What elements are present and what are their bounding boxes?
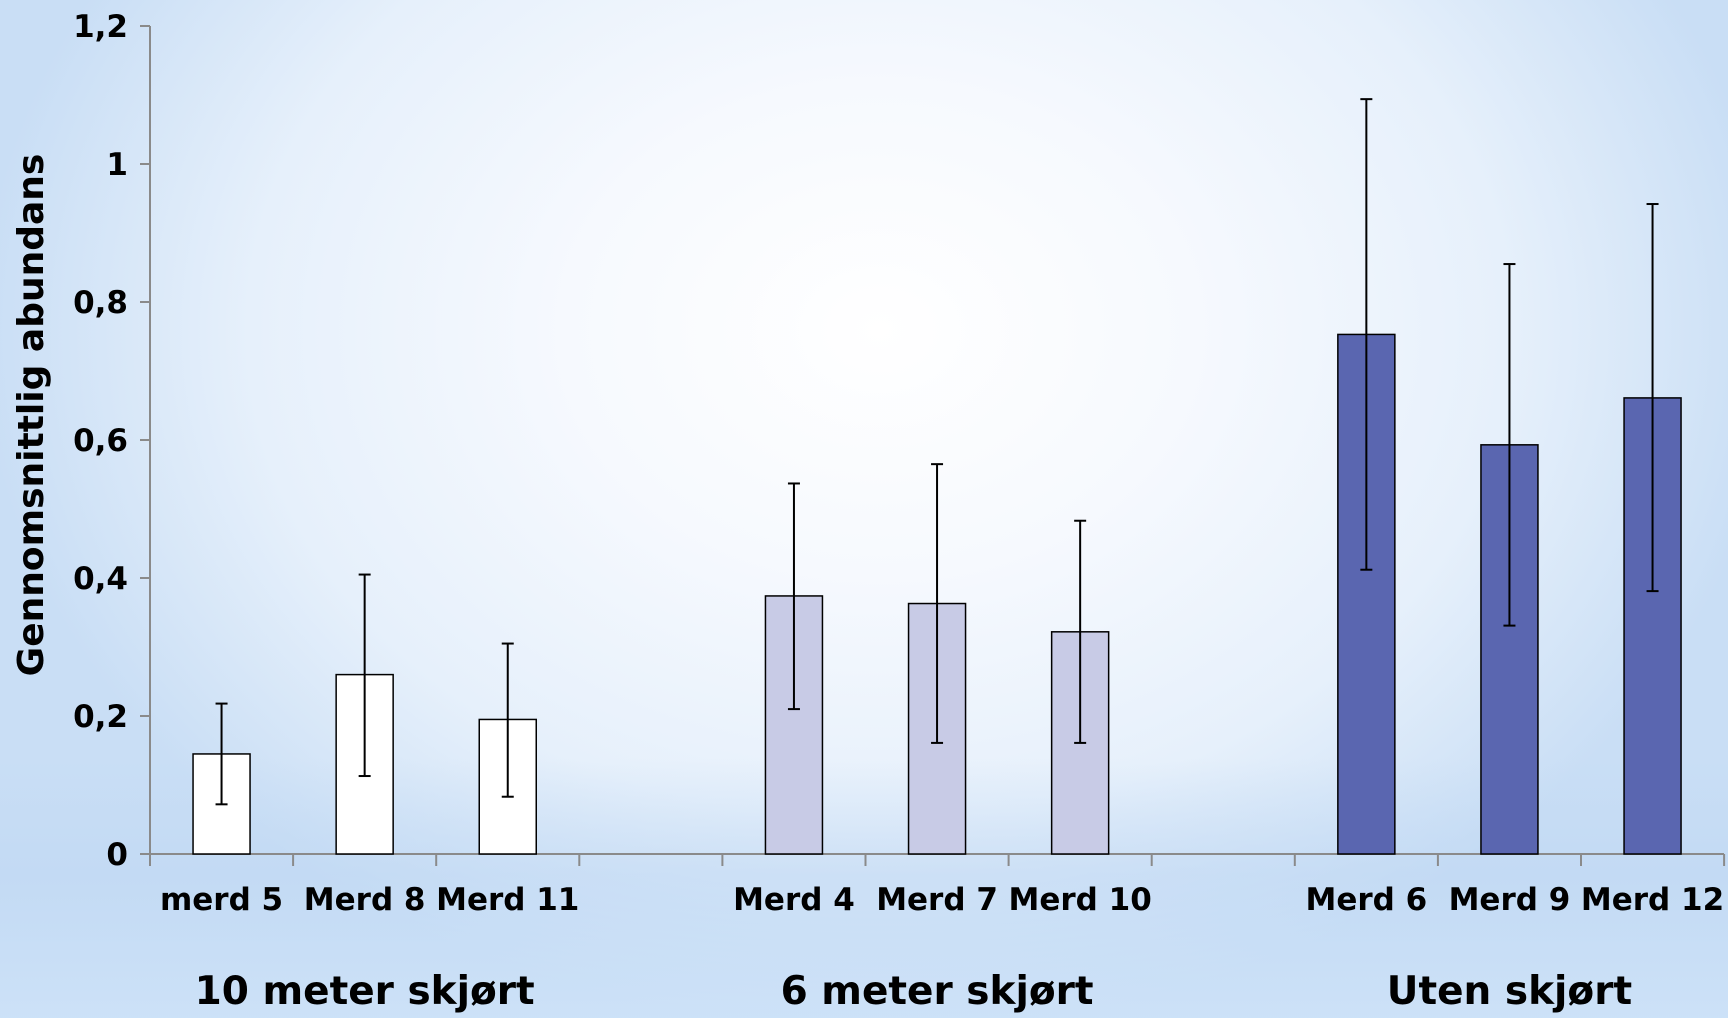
x-category-label: Merd 4: [733, 882, 855, 918]
x-category-label: Merd 6: [1305, 882, 1427, 918]
group-label: 10 meter skjørt: [195, 969, 535, 1014]
x-category-label: Merd 8: [304, 882, 426, 918]
x-category-label: Merd 7: [876, 882, 998, 918]
y-tick-label: 1: [106, 147, 128, 183]
group-label: 6 meter skjørt: [781, 969, 1094, 1014]
group-label: Uten skjørt: [1387, 969, 1632, 1014]
y-tick-label: 0: [106, 837, 128, 873]
y-axis-title: Gennomsnittlig abundans: [11, 154, 52, 677]
x-category-label: Merd 12: [1581, 882, 1724, 918]
x-category-label: Merd 9: [1449, 882, 1571, 918]
y-tick-label: 1,2: [73, 9, 128, 45]
y-tick-label: 0,8: [73, 285, 128, 321]
y-tick-label: 0,4: [73, 561, 128, 597]
y-tick-label: 0,6: [73, 423, 128, 459]
x-category-label: Merd 11: [436, 882, 579, 918]
x-category-label: merd 5: [160, 882, 283, 918]
y-tick-label: 0,2: [73, 699, 128, 735]
x-category-label: Merd 10: [1009, 882, 1152, 918]
plot-area: 0 0,2 0,4 0,6 0,8 1 1,2 merd 5 Merd 8 Merd 11 10 m…: [73, 9, 1726, 1014]
